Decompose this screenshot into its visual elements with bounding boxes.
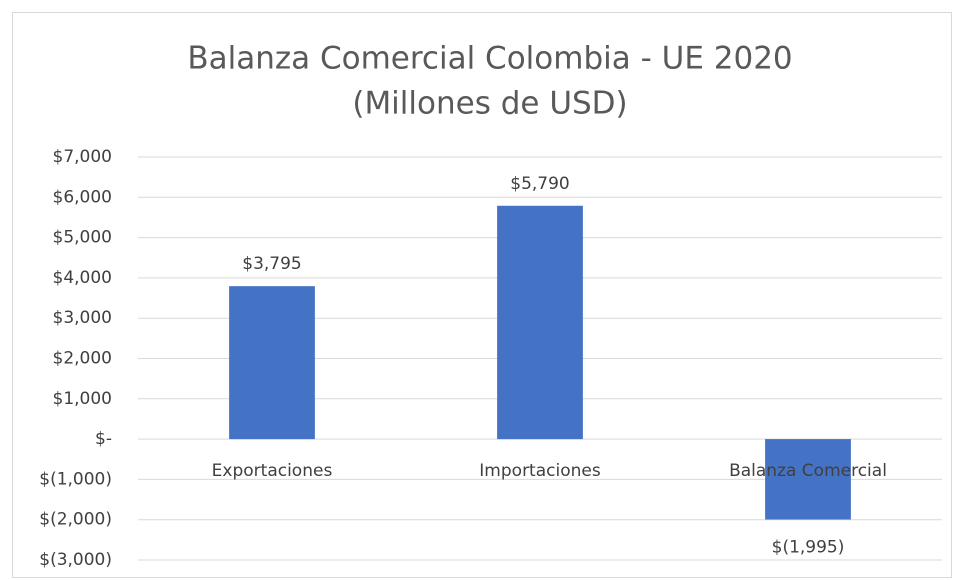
y-tick-label: $3,000 <box>53 308 112 328</box>
y-tick-label: $4,000 <box>53 268 112 288</box>
y-tick-label: $2,000 <box>53 349 112 369</box>
y-tick-label: $1,000 <box>53 389 112 409</box>
data-label: $3,795 <box>242 254 301 274</box>
chart-subtitle: (Millones de USD) <box>352 86 627 122</box>
data-label: $(1,995) <box>772 537 845 557</box>
y-tick-label: $(1,000) <box>39 469 112 489</box>
x-tick-label: Importaciones <box>479 461 601 481</box>
y-tick-label: $- <box>95 429 112 449</box>
bar <box>497 205 583 440</box>
y-tick-label: $(2,000) <box>39 510 112 530</box>
y-tick-label: $5,000 <box>53 228 112 248</box>
y-tick-label: $7,000 <box>53 147 112 167</box>
bar <box>229 286 315 440</box>
x-tick-label: Balanza Comercial <box>729 461 887 481</box>
data-label: $5,790 <box>510 174 569 194</box>
chart-title: Balanza Comercial Colombia - UE 2020 <box>187 41 792 77</box>
bar <box>765 439 851 520</box>
x-tick-label: Exportaciones <box>212 461 333 481</box>
y-tick-label: $6,000 <box>53 187 112 207</box>
y-tick-label: $(3,000) <box>39 550 112 570</box>
